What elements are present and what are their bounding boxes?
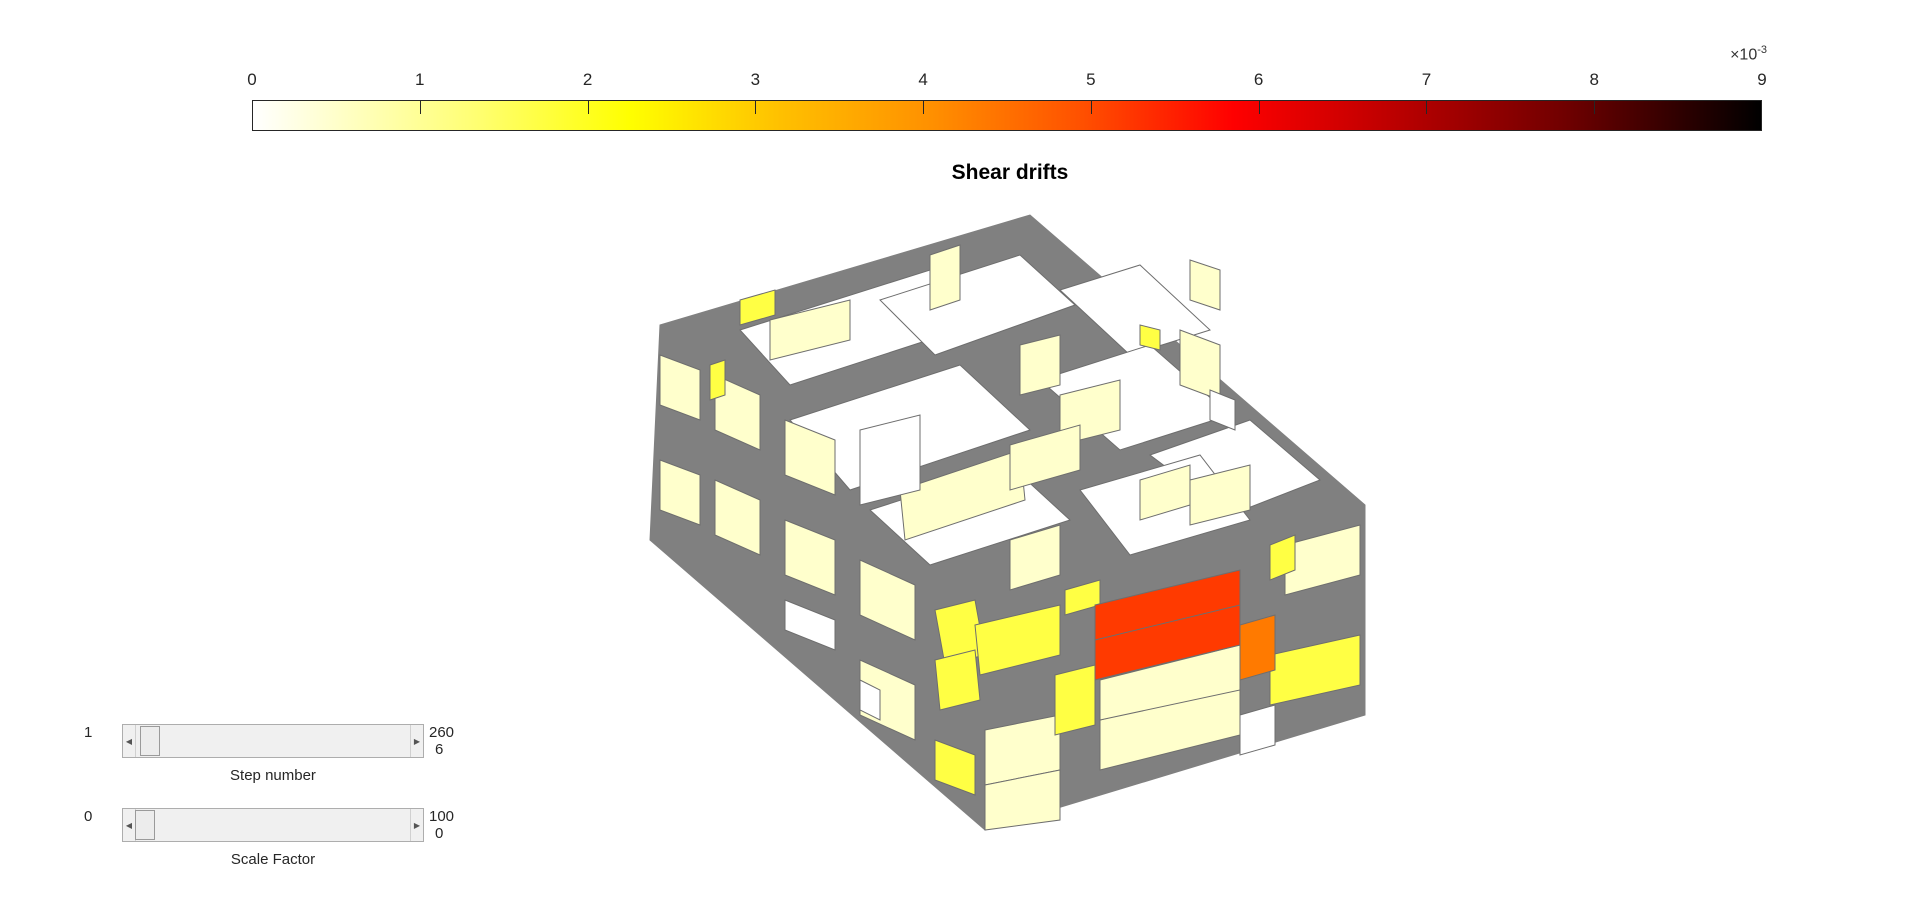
colorbar-tick bbox=[755, 101, 757, 114]
model-panels-yellow bbox=[709, 289, 1361, 796]
model-panels-red bbox=[1094, 569, 1241, 681]
colorbar-tick-label: 4 bbox=[918, 70, 928, 89]
colorbar-tick bbox=[587, 101, 589, 114]
colorbar-tick-labels: 0 1 2 3 4 5 6 7 8 9 bbox=[247, 70, 1766, 90]
colorbar-tick-label: 1 bbox=[415, 70, 425, 89]
step-increase-arrow-icon[interactable]: ▶ bbox=[410, 725, 423, 757]
colorbar-tick-label: 3 bbox=[750, 70, 761, 89]
plot-title: Shear drifts bbox=[951, 161, 1069, 184]
colorbar: ×10-3 0 1 2 3 4 5 6 7 8 9 bbox=[247, 40, 1767, 135]
scale-factor-slider-group: 0 ◀ ▶ 100 0 Scale Factor bbox=[80, 806, 480, 876]
colorbar-tick bbox=[1594, 101, 1596, 114]
scale-increase-arrow-icon[interactable]: ▶ bbox=[410, 809, 423, 841]
colorbar-tick bbox=[923, 101, 925, 114]
colorbar-tick bbox=[419, 101, 421, 114]
model-panels-orange bbox=[1239, 614, 1276, 681]
colorbar-tick-label: 5 bbox=[1086, 70, 1096, 89]
scale-slider-thumb[interactable] bbox=[135, 810, 155, 840]
colorbar-tick-label: 2 bbox=[582, 70, 593, 89]
scale-max-label: 100 bbox=[429, 808, 455, 825]
step-min-label: 1 bbox=[84, 724, 93, 741]
colorbar-tick bbox=[1426, 101, 1428, 114]
step-current-value: 6 bbox=[435, 741, 444, 758]
scale-current-value: 0 bbox=[435, 825, 444, 842]
scale-min-label: 0 bbox=[84, 808, 93, 825]
colorbar-gradient bbox=[252, 100, 1762, 131]
scale-factor-slider[interactable]: ◀ ▶ bbox=[122, 808, 424, 842]
step-number-slider[interactable]: ◀ ▶ bbox=[122, 724, 424, 758]
colorbar-tick-label: 0 bbox=[247, 70, 257, 89]
step-number-slider-group: 1 ◀ ▶ 260 6 Step number bbox=[80, 722, 480, 792]
model-panels-white bbox=[784, 389, 1276, 756]
step-slider-thumb[interactable] bbox=[139, 726, 160, 756]
colorbar-tick-label: 9 bbox=[1757, 70, 1767, 89]
model-panels-pale bbox=[659, 244, 1361, 831]
scale-slider-label: Scale Factor bbox=[230, 851, 316, 868]
colorbar-tick-label: 6 bbox=[1253, 70, 1264, 89]
colorbar-tick-label: 7 bbox=[1421, 70, 1432, 89]
colorbar-tick bbox=[1258, 101, 1260, 114]
step-max-label: 260 bbox=[429, 724, 455, 741]
colorbar-tick bbox=[1090, 101, 1092, 114]
step-slider-label: Step number bbox=[230, 767, 316, 784]
colorbar-tick-label: 8 bbox=[1589, 70, 1599, 89]
step-decrease-arrow-icon[interactable]: ◀ bbox=[123, 725, 136, 757]
colorbar-exponent: ×10-3 bbox=[1730, 44, 1767, 64]
